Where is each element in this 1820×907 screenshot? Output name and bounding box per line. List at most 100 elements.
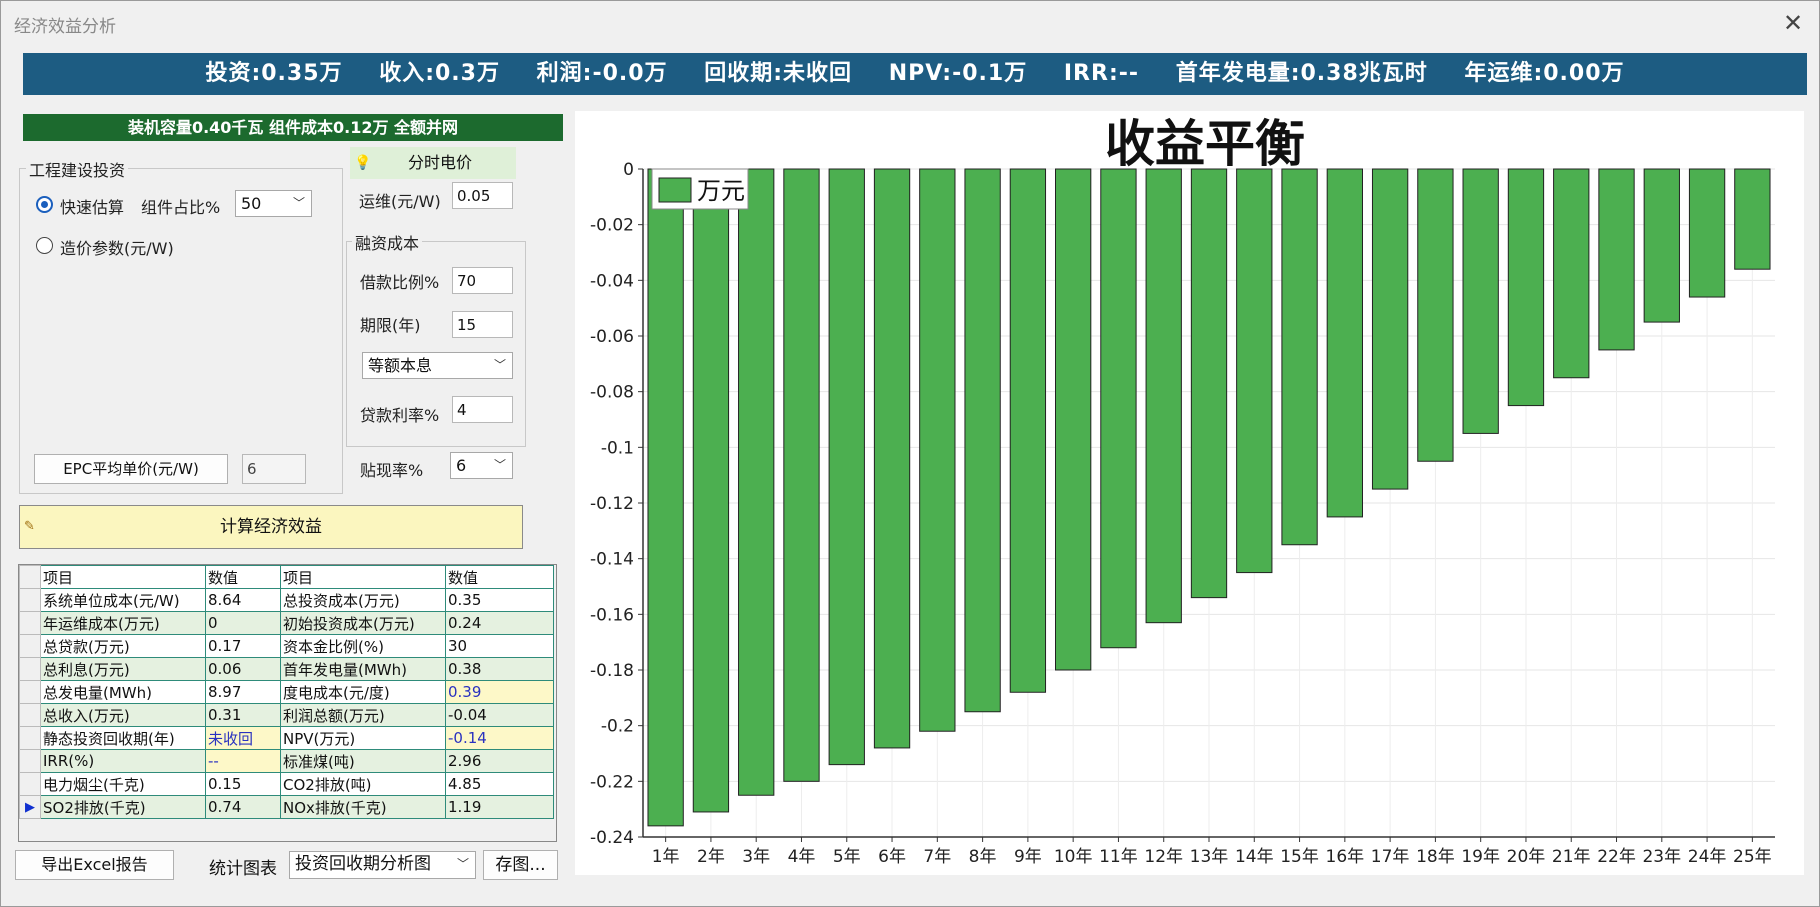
table-row[interactable]: 年运维成本(万元) 0 初始投资成本(万元) 0.24 [19, 611, 554, 635]
export-excel-button[interactable]: 导出Excel报告 [15, 850, 174, 880]
table-row-selected[interactable]: ▶ SO2排放(千克) 0.74 NOx排放(千克) 1.19 [19, 795, 554, 819]
row-header-cell[interactable] [19, 772, 41, 796]
table-cell[interactable]: 年运维成本(万元) [40, 611, 206, 635]
bar [1281, 168, 1318, 546]
table-row[interactable]: 静态投资回收期(年) 未收回 NPV(万元) -0.14 [19, 726, 554, 750]
table-cell[interactable]: SO2排放(千克) [40, 795, 206, 819]
table-cell[interactable]: 0.38 [445, 657, 554, 681]
table-cell[interactable]: 8.97 [205, 680, 281, 704]
epc-price-input[interactable]: 6 [242, 454, 306, 484]
bar [1688, 168, 1726, 298]
x-tick-label: 1年 [652, 847, 680, 867]
term-input[interactable]: 15 [452, 311, 513, 338]
table-cell[interactable]: 首年发电量(MWh) [280, 657, 446, 681]
table-cell[interactable]: 0.74 [205, 795, 281, 819]
table-cell[interactable]: 系统单位成本(元/W) [40, 588, 206, 612]
y-tick-label: -0.06 [590, 327, 634, 347]
table-cell[interactable]: 电力烟尘(千克) [40, 772, 206, 796]
table-cell[interactable]: 未收回 [205, 726, 281, 750]
bar [1598, 168, 1635, 351]
cost-param-radio[interactable] [36, 237, 53, 254]
table-row[interactable]: 电力烟尘(千克) 0.15 CO2排放(吨) 4.85 [19, 772, 554, 796]
table-cell[interactable]: 0.17 [205, 634, 281, 658]
discount-rate-select[interactable]: 6 ﹀ [450, 452, 513, 479]
table-cell[interactable]: NPV(万元) [280, 726, 446, 750]
table-cell[interactable]: 0.31 [205, 703, 281, 727]
table-cell[interactable]: 静态投资回收期(年) [40, 726, 206, 750]
table-cell[interactable]: NOx排放(千克) [280, 795, 446, 819]
table-cell[interactable]: 0.15 [205, 772, 281, 796]
table-cell[interactable]: -- [205, 749, 281, 773]
table-cell[interactable]: 0.35 [445, 588, 554, 612]
row-header-cell[interactable] [19, 634, 41, 658]
component-ratio-select[interactable]: 50 ﹀ [235, 190, 312, 217]
results-table-body: 项目 数值 项目 数值 系统单位成本(元/W) 8.64 总投资成本(万元) 0… [19, 565, 554, 819]
loan-ratio-input[interactable]: 70 [452, 267, 513, 294]
table-cell[interactable]: 8.64 [205, 588, 281, 612]
x-tick-label: 7年 [923, 847, 951, 867]
bar [783, 168, 820, 782]
table-row[interactable]: 总发电量(MWh) 8.97 度电成本(元/度) 0.39 [19, 680, 554, 704]
table-row[interactable]: 总贷款(万元) 0.17 资本金比例(%) 30 [19, 634, 554, 658]
table-cell[interactable]: 初始投资成本(万元) [280, 611, 446, 635]
x-tick-label: 23年 [1642, 847, 1681, 867]
time-of-use-button[interactable]: 💡 分时电价 [350, 147, 516, 179]
epc-price-button[interactable]: EPC平均单价(元/W) [34, 454, 228, 484]
table-cell[interactable]: 2.96 [445, 749, 554, 773]
row-header-cell[interactable] [19, 749, 41, 773]
y-tick-label: -0.02 [590, 216, 634, 236]
close-icon[interactable]: ✕ [1782, 9, 1804, 37]
loan-rate-label: 贷款利率% [360, 406, 440, 425]
repay-method-select[interactable]: 等额本息 ﹀ [362, 352, 513, 379]
x-tick-label: 18年 [1416, 847, 1455, 867]
table-cell[interactable]: 标准煤(吨) [280, 749, 446, 773]
table-cell[interactable]: 总发电量(MWh) [40, 680, 206, 704]
summary-income: 收入:0.3万 [379, 61, 500, 86]
table-header-value: 数值 [205, 565, 281, 589]
table-cell[interactable]: 0 [205, 611, 281, 635]
table-header-row: 项目 数值 项目 数值 [19, 565, 554, 589]
table-cell[interactable]: IRR(%) [40, 749, 206, 773]
table-cell[interactable]: 利润总额(万元) [280, 703, 446, 727]
row-header-cell[interactable] [19, 680, 41, 704]
table-cell[interactable]: 1.19 [445, 795, 554, 819]
table-cell[interactable]: 总投资成本(万元) [280, 588, 446, 612]
table-cell[interactable]: 总贷款(万元) [40, 634, 206, 658]
om-input[interactable]: 0.05 [452, 182, 513, 209]
row-header-cell[interactable] [19, 657, 41, 681]
table-row[interactable]: 系统单位成本(元/W) 8.64 总投资成本(万元) 0.35 [19, 588, 554, 612]
quick-estimate-radio[interactable] [36, 196, 53, 213]
table-row[interactable]: 总利息(万元) 0.06 首年发电量(MWh) 0.38 [19, 657, 554, 681]
table-row[interactable]: IRR(%) -- 标准煤(吨) 2.96 [19, 749, 554, 773]
row-header-cell[interactable] [19, 588, 41, 612]
table-cell[interactable]: 总收入(万元) [40, 703, 206, 727]
calculate-button[interactable]: ✎ 计算经济效益 [19, 505, 523, 549]
x-tick-label: 24年 [1688, 847, 1727, 867]
table-cell[interactable]: 30 [445, 634, 554, 658]
table-cell[interactable]: -0.14 [445, 726, 554, 750]
chart-type-select[interactable]: 投资回收期分析图 ﹀ [289, 851, 476, 879]
table-cell[interactable]: 0.24 [445, 611, 554, 635]
bar [1507, 168, 1545, 407]
chevron-down-icon: ﹀ [493, 358, 506, 372]
financing-group [346, 241, 526, 447]
loan-rate-input[interactable]: 4 [452, 396, 513, 423]
table-row[interactable]: 总收入(万元) 0.31 利润总额(万元) -0.04 [19, 703, 554, 727]
row-header-cell[interactable] [19, 703, 41, 727]
current-row-marker-icon[interactable]: ▶ [19, 795, 41, 819]
y-tick-label: -0.08 [590, 383, 634, 403]
row-header-cell[interactable] [19, 611, 41, 635]
table-cell[interactable]: 总利息(万元) [40, 657, 206, 681]
bar [964, 168, 1001, 713]
table-cell[interactable]: 0.39 [445, 680, 554, 704]
y-tick-label: -0.24 [590, 828, 634, 848]
table-cell[interactable]: CO2排放(吨) [280, 772, 446, 796]
summary-irr: IRR:-- [1063, 61, 1140, 86]
table-cell[interactable]: 4.85 [445, 772, 554, 796]
table-cell[interactable]: 0.06 [205, 657, 281, 681]
table-cell[interactable]: 资本金比例(%) [280, 634, 446, 658]
row-header-cell[interactable] [19, 726, 41, 750]
table-cell[interactable]: -0.04 [445, 703, 554, 727]
save-chart-button[interactable]: 存图... [483, 850, 558, 880]
table-cell[interactable]: 度电成本(元/度) [280, 680, 446, 704]
